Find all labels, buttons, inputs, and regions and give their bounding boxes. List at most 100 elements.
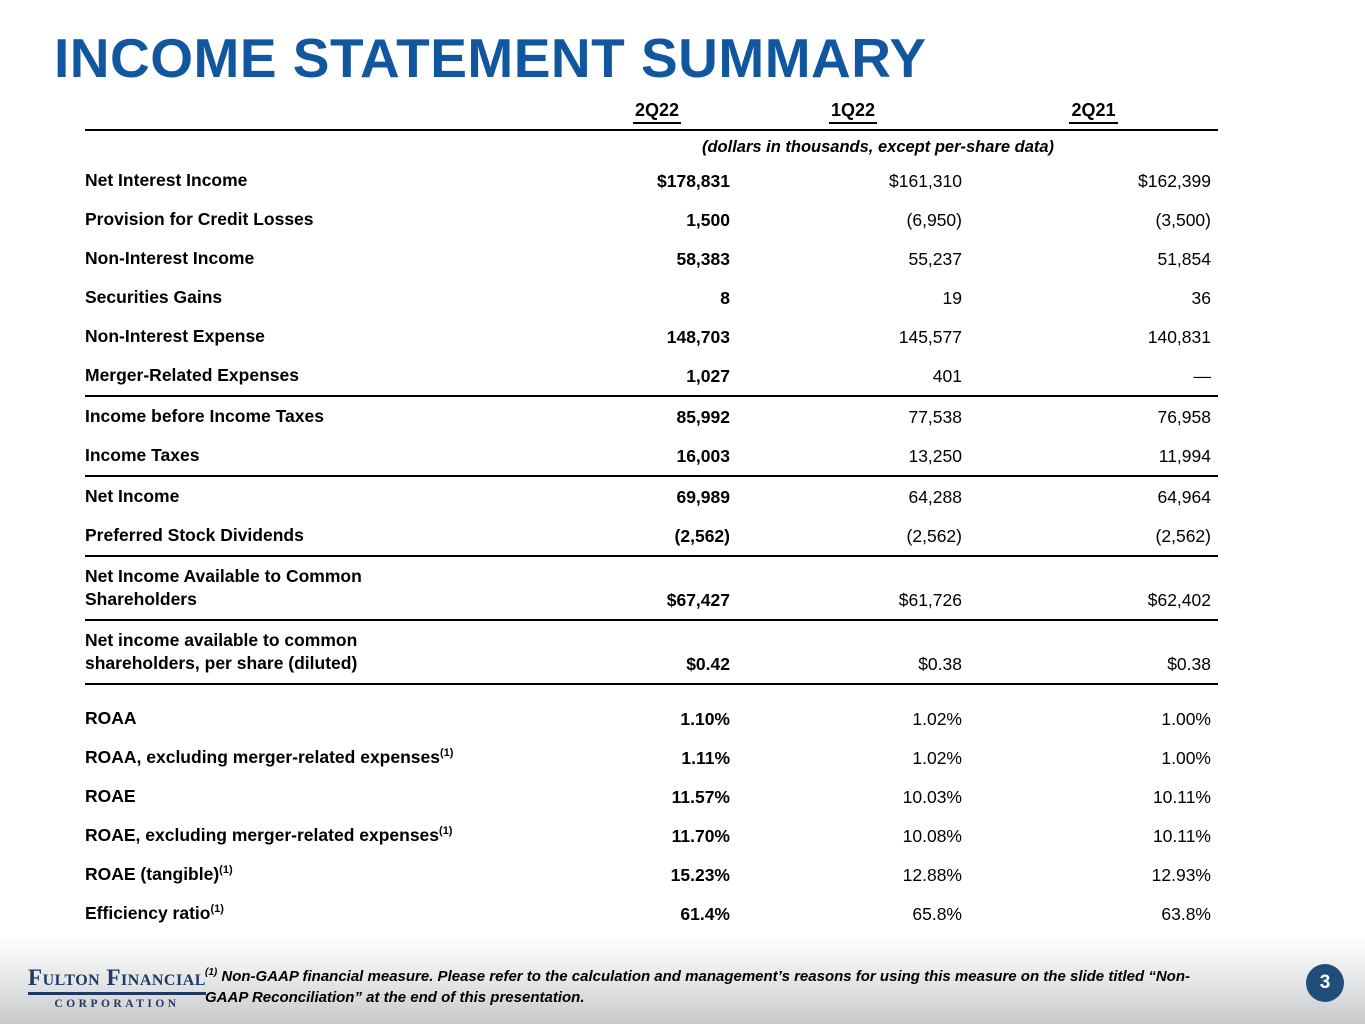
- value-2q22: 148,703: [666, 327, 730, 347]
- value-2q22: 85,992: [676, 407, 730, 427]
- value-2q21: (3,500): [1155, 210, 1211, 230]
- table-row: Efficiency ratio(1) 61.4% 65.8% 63.8%: [85, 894, 1218, 933]
- value-2q21: 36: [1191, 288, 1211, 308]
- row-label: Efficiency ratio(1): [85, 903, 224, 923]
- table-row: ROAA, excluding merger-related expenses(…: [85, 738, 1218, 777]
- table-row: ROAE, excluding merger-related expenses(…: [85, 816, 1218, 855]
- units-note: (dollars in thousands, except per-share …: [701, 138, 1055, 156]
- table-row: Net Interest Income $178,831 $161,310 $1…: [85, 161, 1218, 200]
- value-2q21: $62,402: [1147, 590, 1211, 610]
- value-2q21: $162,399: [1138, 171, 1211, 191]
- table-row: Income before Income Taxes 85,992 77,538…: [85, 397, 1218, 436]
- value-1q22: (6,950): [906, 210, 962, 230]
- value-1q22: $0.38: [918, 654, 962, 674]
- row-label: Income before Income Taxes: [85, 406, 324, 426]
- value-1q22: 64,288: [908, 487, 962, 507]
- column-header-2q21: 2Q21: [969, 100, 1218, 124]
- value-1q22: 55,237: [908, 249, 962, 269]
- value-2q22: $0.42: [686, 654, 730, 674]
- value-2q22: 1,027: [686, 366, 730, 386]
- table-row: Provision for Credit Losses 1,500 (6,950…: [85, 200, 1218, 239]
- value-2q22: 11.70%: [671, 826, 730, 846]
- footnote-text: Non-GAAP financial measure. Please refer…: [205, 968, 1190, 1006]
- table-row: ROAE 11.57% 10.03% 10.11%: [85, 777, 1218, 816]
- footnote-reference: (1): [210, 903, 224, 916]
- value-2q22: 11.57%: [671, 787, 730, 807]
- table-row: Merger-Related Expenses 1,027 401 —: [85, 356, 1218, 397]
- logo-corporation: CORPORATION: [54, 998, 180, 1010]
- value-2q22: 58,383: [676, 249, 730, 269]
- value-2q22: 8: [720, 288, 730, 308]
- table-header-row: 2Q22 1Q22 2Q21: [85, 100, 1218, 131]
- row-label: ROAA: [85, 708, 137, 728]
- page-number: 3: [1319, 972, 1331, 993]
- row-label: ROAE (tangible)(1): [85, 864, 233, 884]
- row-label: ROAE, excluding merger-related expenses(…: [85, 825, 453, 845]
- table-row: Securities Gains 8 19 36: [85, 278, 1218, 317]
- value-1q22: 10.08%: [902, 826, 962, 846]
- table-row: ROAA 1.10% 1.02% 1.00%: [85, 699, 1218, 738]
- value-2q22: $67,427: [666, 590, 730, 610]
- value-1q22: 1.02%: [912, 709, 962, 729]
- value-2q21: 140,831: [1147, 327, 1211, 347]
- value-2q21: —: [1193, 366, 1212, 386]
- value-2q22: 1.11%: [681, 748, 730, 768]
- value-2q21: 1.00%: [1161, 748, 1211, 768]
- table-row: Net Income 69,989 64,288 64,964: [85, 477, 1218, 516]
- row-label: Non-Interest Expense: [85, 326, 265, 346]
- footer-band: [0, 936, 1365, 1024]
- table-row: Net Income Available to Common Sharehold…: [85, 557, 1218, 621]
- footnote-marker: (1): [205, 967, 218, 978]
- fulton-financial-logo: Fulton Financial CORPORATION: [28, 965, 206, 1010]
- value-1q22: 145,577: [898, 327, 962, 347]
- value-2q21: (2,562): [1155, 526, 1211, 546]
- value-2q21: 11,994: [1158, 446, 1211, 466]
- value-2q21: 64,964: [1157, 487, 1211, 507]
- value-1q22: 1.02%: [912, 748, 962, 768]
- value-1q22: 401: [932, 366, 962, 386]
- value-1q22: (2,562): [906, 526, 962, 546]
- value-2q21: 12.93%: [1151, 865, 1211, 885]
- table-row: Preferred Stock Dividends (2,562) (2,562…: [85, 516, 1218, 557]
- row-label: Net Income: [85, 486, 180, 506]
- value-2q21: 10.11%: [1152, 826, 1211, 846]
- row-label: ROAA, excluding merger-related expenses(…: [85, 747, 454, 767]
- value-1q22: 65.8%: [912, 904, 962, 924]
- value-2q21: 1.00%: [1161, 709, 1211, 729]
- row-label: ROAE: [85, 786, 136, 806]
- row-label: Provision for Credit Losses: [85, 209, 314, 229]
- value-1q22: 19: [942, 288, 962, 308]
- value-2q21: 51,854: [1157, 249, 1211, 269]
- page-number-badge: 3: [1306, 964, 1344, 1002]
- row-label: Income Taxes: [85, 445, 200, 465]
- logo-name: Fulton Financial: [28, 965, 206, 995]
- value-2q22: 69,989: [676, 487, 730, 507]
- value-2q22: 1.10%: [680, 709, 730, 729]
- footnote-reference: (1): [439, 825, 453, 838]
- value-2q21: 76,958: [1157, 407, 1211, 427]
- row-label: Merger-Related Expenses: [85, 365, 299, 385]
- footnote-reference: (1): [219, 864, 233, 877]
- footnote: (1) Non-GAAP financial measure. Please r…: [205, 962, 1210, 1008]
- value-2q22: 15.23%: [670, 865, 730, 885]
- income-statement-table: 2Q22 1Q22 2Q21 (dollars in thousands, ex…: [85, 100, 1218, 933]
- value-1q22: $61,726: [898, 590, 962, 610]
- row-label: Net Income Available to Common Sharehold…: [85, 566, 362, 609]
- column-header-1q22: 1Q22: [737, 100, 969, 124]
- table-row: ROAE (tangible)(1) 15.23% 12.88% 12.93%: [85, 855, 1218, 894]
- row-label: Net income available to common sharehold…: [85, 630, 358, 673]
- table-row: Non-Interest Income 58,383 55,237 51,854: [85, 239, 1218, 278]
- value-2q21: 63.8%: [1161, 904, 1211, 924]
- value-1q22: 13,250: [908, 446, 962, 466]
- value-1q22: 10.03%: [902, 787, 962, 807]
- value-2q21: 10.11%: [1152, 787, 1211, 807]
- row-label: Securities Gains: [85, 287, 223, 307]
- value-2q22: 61.4%: [680, 904, 730, 924]
- row-label: Non-Interest Income: [85, 248, 255, 268]
- footnote-reference: (1): [439, 747, 454, 760]
- value-1q22: 12.88%: [902, 865, 962, 885]
- value-2q22: 1,500: [686, 210, 730, 230]
- column-header-2q22: 2Q22: [577, 100, 737, 124]
- page-title: INCOME STATEMENT SUMMARY: [54, 27, 927, 89]
- value-2q22: (2,562): [674, 526, 730, 546]
